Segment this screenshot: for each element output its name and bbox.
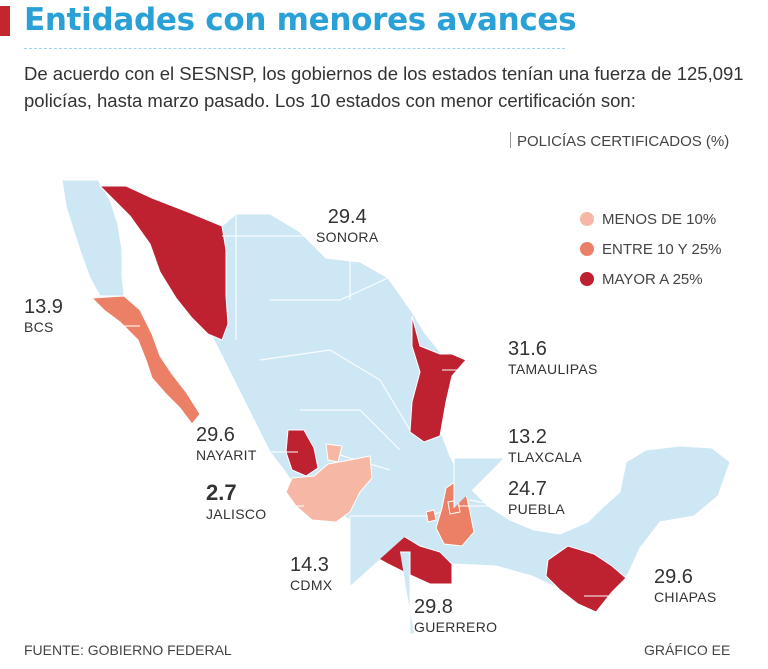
map-cdmx <box>425 509 437 523</box>
name-nayarit: NAYARIT <box>196 447 257 463</box>
title-accent-bar <box>0 6 10 36</box>
label-tlaxcala: 13.2 TLAXCALA <box>508 426 582 465</box>
legend-label-low: MENOS DE 10% <box>602 210 717 228</box>
leader-lines <box>70 235 650 635</box>
label-cdmx: 14.3 CDMX <box>290 554 332 593</box>
credit-note: GRÁFICO EE <box>644 642 731 658</box>
value-jalisco: 2.7 <box>206 480 237 505</box>
legend-swatch-mid <box>580 242 594 256</box>
map-legend: MENOS DE 10% ENTRE 10 Y 25% MAYOR A 25% <box>580 204 722 294</box>
label-bcs: 13.9 BCS <box>24 296 63 335</box>
map-sonora <box>98 185 229 341</box>
name-guerrero: GUERRERO <box>414 619 498 635</box>
source-note: FUENTE: GOBIERNO FEDERAL <box>24 642 232 658</box>
leader-guerrero <box>400 551 414 635</box>
label-sonora: 29.4 SONORA <box>316 206 378 245</box>
title-divider <box>24 48 565 49</box>
name-puebla: PUEBLA <box>508 501 566 517</box>
legend-label-high: MAYOR A 25% <box>602 270 703 288</box>
value-tamaulipas: 31.6 <box>508 338 547 360</box>
legend-item: MENOS DE 10% <box>580 204 722 234</box>
unit-tick <box>510 132 511 148</box>
name-cdmx: CDMX <box>290 577 333 593</box>
name-tamaulipas: TAMAULIPAS <box>508 361 598 377</box>
name-bcs: BCS <box>24 319 54 335</box>
map-nayarit <box>285 429 319 477</box>
map-bcs <box>90 295 201 425</box>
leader-tlaxcala <box>453 457 504 508</box>
legend-item: MAYOR A 25% <box>580 264 722 294</box>
legend-swatch-high <box>580 272 594 286</box>
unit-label: POLICÍAS CERTIFICADOS (%) <box>510 132 729 150</box>
legend-label-mid: ENTRE 10 Y 25% <box>602 240 722 258</box>
subtitle: De acuerdo con el SESNSP, los gobiernos … <box>24 63 744 111</box>
name-chiapas: CHIAPAS <box>654 589 717 605</box>
value-nayarit: 29.6 <box>196 424 235 446</box>
value-bcs: 13.9 <box>24 296 63 318</box>
value-tlaxcala: 13.2 <box>508 426 547 448</box>
legend-swatch-low <box>580 212 594 226</box>
label-chiapas: 29.6 CHIAPAS <box>654 566 717 605</box>
value-chiapas: 29.6 <box>654 566 693 588</box>
value-cdmx: 14.3 <box>290 554 329 576</box>
page-title: Entidades con menores avances <box>24 2 577 38</box>
value-sonora: 29.4 <box>327 206 367 228</box>
name-tlaxcala: TLAXCALA <box>508 449 582 465</box>
map-jalisco-north <box>325 443 343 463</box>
unit-label-text: POLICÍAS CERTIFICADOS (%) <box>517 133 730 150</box>
label-guerrero: 29.8 GUERRERO <box>414 596 497 635</box>
label-jalisco: 2.7 JALISCO <box>206 480 266 522</box>
name-sonora: SONORA <box>316 229 379 245</box>
value-puebla: 24.7 <box>508 478 547 500</box>
leader-cdmx <box>349 515 428 586</box>
value-guerrero: 29.8 <box>414 596 453 618</box>
map-tamaulipas <box>409 315 467 443</box>
name-jalisco: JALISCO <box>206 506 267 522</box>
label-puebla: 24.7 PUEBLA <box>508 478 565 517</box>
legend-item: ENTRE 10 Y 25% <box>580 234 722 264</box>
label-nayarit: 29.6 NAYARIT <box>196 424 257 463</box>
label-tamaulipas: 31.6 TAMAULIPAS <box>508 338 598 377</box>
